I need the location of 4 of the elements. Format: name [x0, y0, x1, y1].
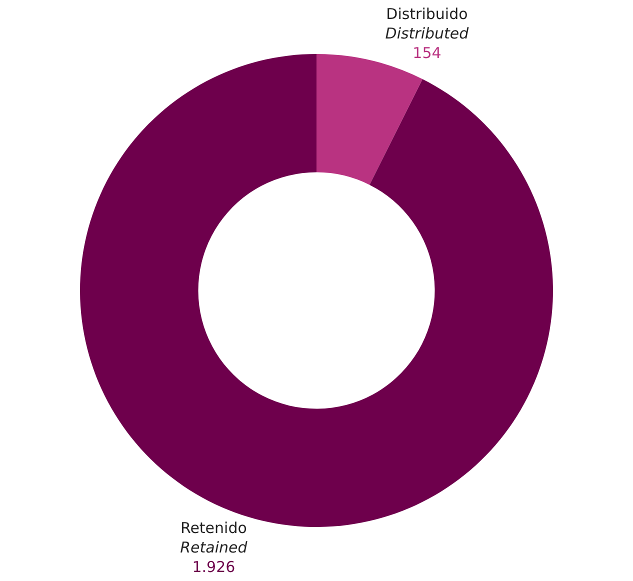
slice-label: Distribuido Distributed	[385, 4, 470, 42]
data-label: 1.926	[192, 558, 236, 576]
data-label: 154	[412, 44, 442, 62]
slice-label: Retenido Retained	[180, 519, 248, 557]
